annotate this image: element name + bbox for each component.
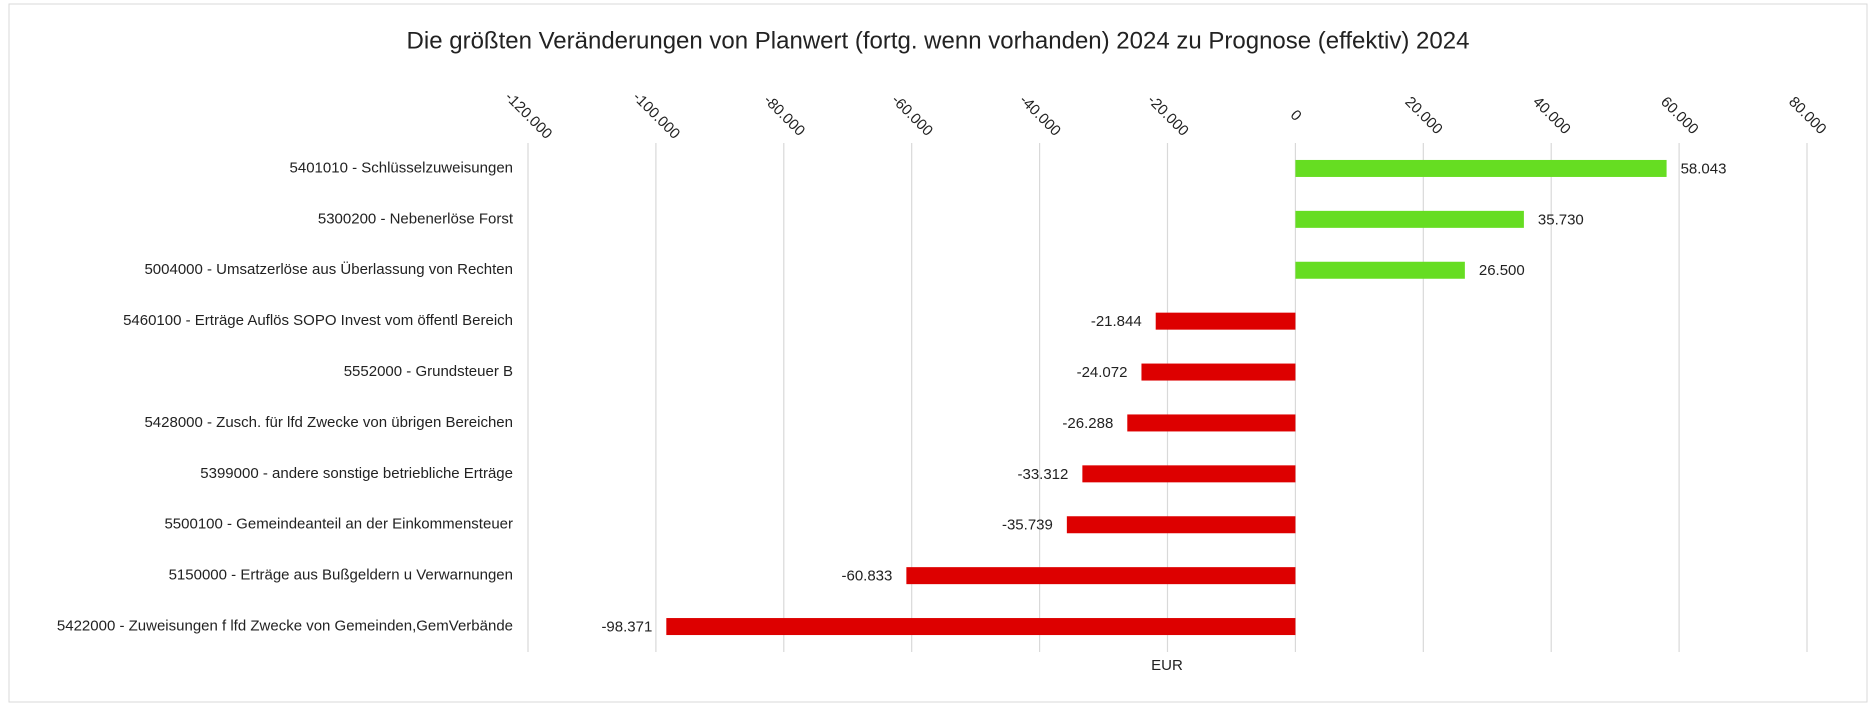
bar [1082,465,1296,483]
y-tick-label: 5150000 - Erträge aus Bußgeldern u Verwa… [169,567,513,584]
value-label: 26.500 [1479,262,1525,279]
bar [1141,363,1296,381]
y-tick-label: 5428000 - Zusch. für lfd Zwecke von übri… [144,414,513,431]
value-label: -26.288 [1062,415,1113,432]
value-label: 58.043 [1681,160,1727,177]
y-tick-label: 5460100 - Erträge Auflös SOPO Invest vom… [123,312,513,329]
bar [906,567,1296,585]
y-tick-label: 5422000 - Zuweisungen f lfd Zwecke von G… [57,618,513,635]
value-label: -35.739 [1002,517,1053,534]
bar [1127,414,1296,432]
y-tick-label: 5552000 - Grundsteuer B [344,363,513,380]
value-label: -33.312 [1017,466,1068,483]
value-label: -60.833 [841,568,892,585]
chart-frame [8,3,1868,703]
bar [1066,516,1296,534]
y-tick-label: 5401010 - Schlüsselzuweisungen [290,159,513,176]
bar [1155,312,1296,330]
value-label: -21.844 [1091,313,1142,330]
chart-title: Die größten Veränderungen von Planwert (… [407,27,1470,54]
value-label: -98.371 [601,619,652,636]
y-tick-label: 5004000 - Umsatzerlöse aus Überlassung v… [144,260,513,278]
bar [1295,159,1667,177]
x-axis-label: EUR [1151,657,1183,674]
bar [1295,261,1465,279]
value-label: -24.072 [1077,364,1128,381]
value-label: 35.730 [1538,211,1584,228]
y-tick-label: 5300200 - Nebenerlöse Forst [318,210,514,227]
bar [666,618,1296,636]
y-tick-label: 5500100 - Gemeindeanteil an der Einkomme… [164,516,513,533]
bar [1295,210,1524,228]
y-tick-label: 5399000 - andere sonstige betriebliche E… [200,465,513,482]
